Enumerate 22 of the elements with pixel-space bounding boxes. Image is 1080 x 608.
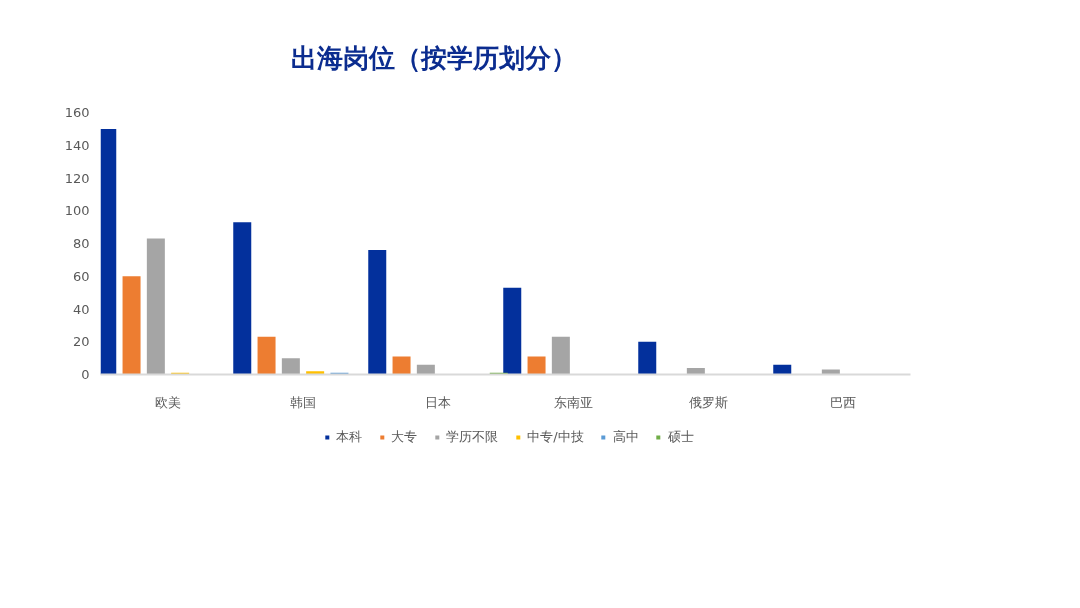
chart-title: 出海岗位（按学历划分） [290,42,577,73]
legend-label: 高中 [612,428,639,446]
x-tick-label: 韩国 [290,394,316,410]
x-tick-label: 日本 [425,394,451,410]
legend-label: 中专/中技 [527,428,584,446]
legend-label: 大专 [391,428,418,446]
x-tick-label: 俄罗斯 [688,394,728,410]
x-tick-label: 巴西 [830,394,856,410]
y-tick-label: 80 [72,236,90,251]
legend-label: 本科 [336,428,363,446]
x-tick-label: 欧美 [155,394,181,410]
x-tick-label: 东南亚 [553,394,593,410]
legend-label: 硕士 [667,428,694,446]
y-tick-label: 140 [64,137,90,153]
y-tick-label: 20 [72,334,90,350]
y-tick-label: 120 [64,170,90,186]
legend-label: 学历不限 [446,428,499,446]
y-tick-label: 40 [72,301,90,317]
y-tick-label: 0 [81,367,90,382]
y-tick-label: 60 [72,268,90,284]
y-tick-label: 160 [64,105,90,120]
y-tick-label: 100 [64,203,90,219]
